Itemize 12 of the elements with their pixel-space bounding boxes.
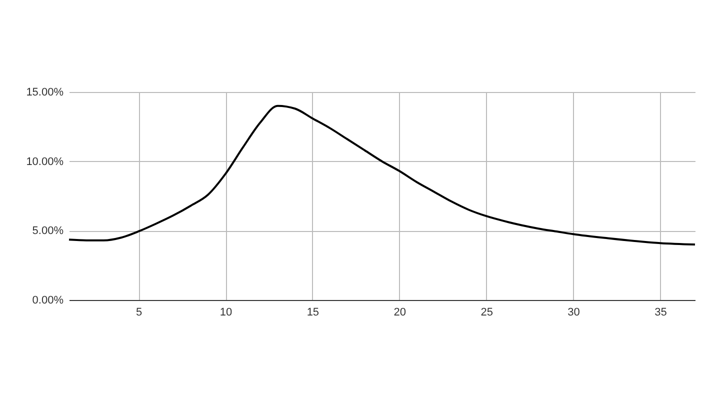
y-tick-label: 10.00%: [26, 156, 64, 168]
y-tick-label: 5.00%: [32, 225, 64, 238]
x-tick-label: 5: [136, 306, 142, 318]
x-tick-label: 30: [568, 306, 580, 318]
x-tick-label: 15: [306, 306, 320, 318]
x-tick-label: 35: [654, 306, 667, 318]
x-tick-label: 10: [220, 306, 232, 318]
x-tick-label: 20: [394, 306, 406, 318]
y-tick-label: 0.00%: [32, 294, 64, 306]
line-series: [68, 104, 696, 246]
x-tick-label: 25: [480, 306, 493, 318]
y-tick-label: 15.00%: [26, 86, 64, 98]
